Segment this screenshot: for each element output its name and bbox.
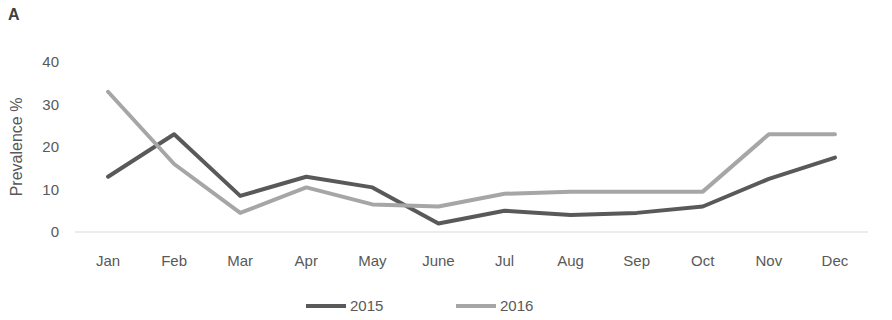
x-tick-label: Jul bbox=[495, 252, 514, 269]
legend-label: 2016 bbox=[500, 297, 533, 314]
legend-label: 2015 bbox=[350, 297, 383, 314]
x-tick-label: May bbox=[358, 252, 387, 269]
plot-area bbox=[108, 92, 835, 224]
x-tick-label: Jan bbox=[96, 252, 120, 269]
y-tick-label: 30 bbox=[42, 96, 59, 113]
y-axis-label: Prevalence % bbox=[8, 98, 25, 197]
x-tick-label: Apr bbox=[295, 252, 318, 269]
x-tick-label: June bbox=[422, 252, 455, 269]
legend-swatch bbox=[456, 304, 496, 308]
y-tick-label: 10 bbox=[42, 181, 59, 198]
legend-swatch bbox=[306, 304, 346, 308]
chart-svg: A Prevalence % 0 10 20 30 40 Jan Feb Mar Apr May Jun… bbox=[0, 0, 892, 320]
x-tick-label: Nov bbox=[756, 252, 783, 269]
chart-container: A Prevalence % 0 10 20 30 40 Jan Feb Mar Apr May Jun… bbox=[0, 0, 892, 320]
series-line bbox=[108, 134, 835, 223]
x-axis-line bbox=[75, 232, 868, 233]
x-tick-label: Sep bbox=[623, 252, 650, 269]
y-tick-label: 0 bbox=[51, 223, 59, 240]
x-tick-label: Mar bbox=[227, 252, 253, 269]
y-tick-label: 20 bbox=[42, 138, 59, 155]
legend: 2015 2016 bbox=[306, 297, 533, 314]
x-tick-label: Oct bbox=[691, 252, 715, 269]
title: A bbox=[8, 6, 20, 23]
y-tick-label: 40 bbox=[42, 53, 59, 70]
series-line bbox=[108, 92, 835, 213]
x-tick-label: Feb bbox=[161, 252, 187, 269]
x-tick-label: Aug bbox=[557, 252, 584, 269]
x-tick-label: Dec bbox=[822, 252, 849, 269]
